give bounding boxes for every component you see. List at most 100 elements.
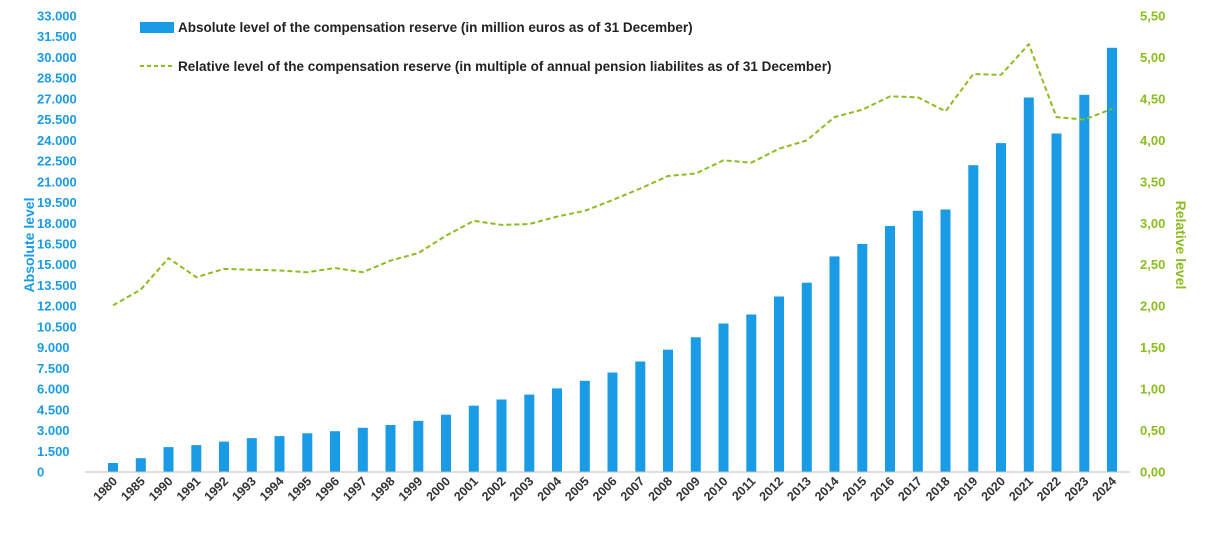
x-tick-label: 2006 [590,474,620,504]
bar-2020 [996,143,1006,472]
y2-tick-label: 4,50 [1140,91,1165,106]
x-tick-label: 2001 [451,474,481,504]
y-tick-label: 30.000 [37,50,77,65]
legend: Absolute level of the compensation reser… [140,20,831,74]
x-tick-label: 2018 [923,474,953,504]
bar-1997 [357,427,368,472]
bar-1980 [108,463,118,472]
x-tick-label: 2014 [812,474,842,504]
x-tick-label: 2008 [646,474,676,504]
y-tick-label: 13.500 [37,278,77,293]
y2-tick-label: 1,50 [1140,340,1165,355]
y2-tick-label: 0,00 [1140,465,1165,480]
bar-1992 [219,441,229,472]
x-tick-label: 1999 [396,474,426,504]
x-tick-label: 1994 [257,474,287,504]
bar-2015 [857,244,868,472]
y-tick-label: 3.000 [37,423,70,438]
y-tick-label: 15.000 [37,257,77,272]
x-axis-ticks: 1980198519901991199219931994199519961997… [91,474,1120,504]
x-tick-label: 2000 [424,474,454,504]
x-tick-label: 2013 [784,474,814,504]
y-tick-label: 12.000 [37,299,77,314]
bar-2000 [441,414,451,472]
bar-2017 [912,210,923,473]
y-tick-label: 10.500 [37,319,77,334]
bar-1990 [163,447,174,472]
legend-bar-label: Absolute level of the compensation reser… [178,20,693,35]
y-axis-title: Absolute level [21,198,37,293]
y-tick-label: 6.000 [37,382,70,397]
x-tick-label: 1996 [313,474,343,504]
bar-2024 [1107,47,1117,473]
x-tick-label: 1980 [91,474,121,504]
x-tick-label: 2023 [1062,474,1092,504]
y-tick-label: 18.000 [37,216,77,231]
x-tick-label: 2020 [979,474,1009,504]
y-tick-label: 31.500 [37,29,77,44]
line-series [112,43,1113,307]
bar-2013 [801,282,812,472]
bar-2001 [468,405,479,472]
bar-2008 [663,349,673,472]
bar-2021 [1023,97,1034,472]
y2-tick-label: 3,00 [1140,216,1165,231]
y-tick-label: 21.000 [37,174,77,189]
x-tick-label: 2019 [951,474,981,504]
y-tick-label: 7.500 [37,361,70,376]
bar-series [108,47,1117,473]
bar-1998 [385,425,396,472]
y-tick-label: 9.000 [37,340,70,355]
x-tick-label: 1992 [202,474,232,504]
x-tick-label: 2005 [562,474,592,504]
y2-tick-label: 4,00 [1140,133,1165,148]
y2-tick-label: 0,50 [1140,423,1165,438]
bar-2011 [746,314,757,472]
x-tick-label: 1997 [340,474,370,504]
y2-axis-title: Relative level [1173,201,1189,290]
x-tick-label: 1993 [229,474,259,504]
y2-tick-label: 5,50 [1140,9,1165,24]
bar-2019 [968,165,979,472]
x-tick-label: 2003 [507,474,537,504]
bar-2018 [940,209,951,472]
bar-1991 [191,445,202,472]
x-tick-label: 2021 [1006,474,1036,504]
bar-2006 [607,372,618,472]
bar-2022 [1051,133,1062,472]
x-tick-label: 2009 [673,474,703,504]
bar-2023 [1079,94,1090,473]
relative-level-line [112,43,1113,307]
bar-2016 [885,226,895,472]
y-tick-label: 0 [37,465,44,480]
bar-1993 [246,438,257,472]
bar-1996 [330,431,340,472]
bar-2007 [635,361,646,472]
y2-tick-label: 2,00 [1140,299,1165,314]
x-tick-label: 2007 [618,474,648,504]
x-tick-label: 2012 [757,474,787,504]
x-tick-label: 2010 [701,474,731,504]
bar-2003 [524,394,535,472]
y-tick-label: 28.500 [37,71,77,86]
bar-1999 [413,420,424,472]
bar-2005 [579,380,590,472]
y-tick-label: 22.500 [37,154,77,169]
bar-1994 [274,436,285,472]
y-tick-label: 1.500 [37,444,70,459]
y2-tick-label: 2,50 [1140,257,1165,272]
x-tick-label: 2024 [1090,474,1120,504]
y-tick-label: 4.500 [37,402,70,417]
bar-2009 [690,337,701,472]
bar-2004 [552,388,562,472]
x-tick-label: 1995 [285,474,315,504]
x-tick-label: 1991 [174,474,204,504]
bar-2012 [774,296,784,472]
x-tick-label: 1985 [118,474,148,504]
x-tick-label: 1998 [368,474,398,504]
x-tick-label: 2002 [479,474,509,504]
y2-tick-label: 1,00 [1140,382,1165,397]
x-tick-label: 1990 [146,474,176,504]
